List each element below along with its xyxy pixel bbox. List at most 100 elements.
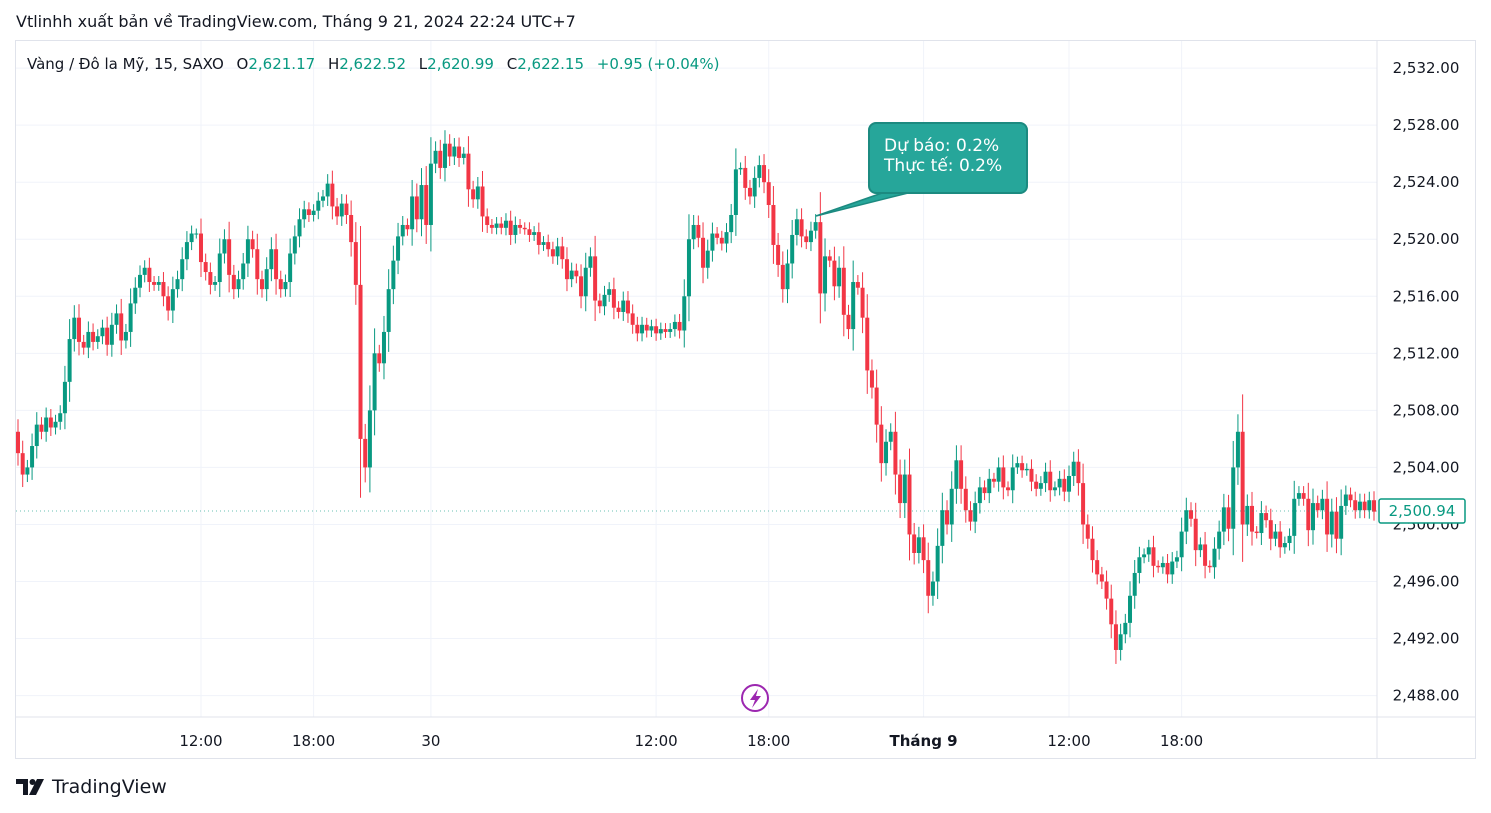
candle bbox=[1334, 511, 1339, 539]
candle bbox=[719, 237, 724, 244]
candle bbox=[790, 234, 795, 264]
candle bbox=[485, 216, 490, 225]
candle bbox=[1038, 483, 1043, 489]
candle bbox=[16, 431, 20, 454]
candle bbox=[1034, 481, 1039, 489]
footer-logo[interactable]: TradingView bbox=[16, 776, 167, 798]
candle bbox=[367, 410, 372, 468]
candle bbox=[686, 239, 691, 297]
candle bbox=[1085, 524, 1090, 539]
forecast-line: Dự báo: 0.2% bbox=[884, 136, 1000, 156]
candle bbox=[250, 239, 255, 250]
candle bbox=[386, 289, 391, 332]
candle bbox=[339, 203, 344, 217]
candle bbox=[1142, 554, 1147, 558]
candle bbox=[1306, 498, 1311, 531]
candle bbox=[550, 249, 555, 257]
time-axis: 12:00 18:00 30 12:00 18:00 Tháng 9 12:00 18:00 bbox=[179, 732, 1203, 750]
change-value: +0.95 (+0.04%) bbox=[596, 55, 720, 73]
candle bbox=[1170, 561, 1175, 575]
candle bbox=[640, 324, 645, 334]
candle bbox=[1029, 468, 1034, 482]
candle bbox=[119, 313, 124, 341]
close-label: C bbox=[506, 55, 518, 73]
candle bbox=[536, 232, 541, 245]
candle bbox=[466, 153, 471, 190]
candle bbox=[1320, 498, 1325, 511]
candle bbox=[991, 478, 996, 482]
candle bbox=[311, 210, 316, 215]
candle bbox=[977, 487, 982, 504]
time-tick-label: 18:00 bbox=[1160, 732, 1203, 750]
candle bbox=[799, 219, 804, 237]
candle bbox=[1137, 557, 1142, 573]
candle bbox=[1095, 560, 1100, 575]
time-tick-label: 18:00 bbox=[747, 732, 790, 750]
candle bbox=[1250, 505, 1255, 532]
candle bbox=[1264, 513, 1269, 521]
candle bbox=[907, 474, 912, 535]
candle bbox=[724, 232, 729, 244]
annotation-pointer-shape bbox=[815, 191, 913, 217]
candle bbox=[241, 263, 246, 280]
candle bbox=[1259, 513, 1264, 534]
candle bbox=[457, 146, 462, 158]
candle bbox=[677, 321, 682, 331]
candle bbox=[1067, 475, 1072, 492]
candle bbox=[1226, 507, 1231, 529]
candle bbox=[945, 510, 950, 525]
candle bbox=[611, 289, 616, 308]
candle bbox=[1189, 510, 1194, 519]
candles bbox=[16, 130, 1376, 664]
candle bbox=[1151, 547, 1156, 566]
symbol-label[interactable]: Vàng / Đô la Mỹ, 15, SAXO bbox=[27, 55, 224, 73]
candle bbox=[264, 269, 269, 290]
candle bbox=[372, 353, 377, 411]
candle bbox=[1118, 634, 1123, 650]
candle bbox=[1296, 493, 1301, 499]
candle bbox=[635, 324, 640, 334]
candle bbox=[1076, 461, 1081, 484]
candle bbox=[564, 259, 569, 280]
last-price-label: 2,500.94 bbox=[1389, 502, 1456, 520]
candle bbox=[259, 279, 264, 290]
candle bbox=[987, 478, 992, 494]
candle bbox=[86, 331, 91, 348]
candle bbox=[1217, 531, 1222, 549]
candle bbox=[335, 206, 340, 217]
candle bbox=[715, 233, 720, 238]
candle bbox=[278, 279, 283, 290]
candle bbox=[555, 246, 560, 257]
candle bbox=[729, 214, 734, 233]
candle bbox=[780, 264, 785, 290]
candle bbox=[616, 307, 621, 312]
candle bbox=[222, 239, 227, 254]
candle bbox=[804, 236, 809, 243]
candle bbox=[879, 424, 884, 464]
candle bbox=[292, 236, 297, 254]
candle bbox=[152, 282, 157, 285]
candle bbox=[560, 246, 565, 260]
open-label: O bbox=[236, 55, 249, 73]
candle bbox=[353, 242, 358, 285]
candle bbox=[189, 233, 194, 243]
candle bbox=[579, 276, 584, 297]
last-price-badge bbox=[1378, 498, 1466, 524]
candle bbox=[1184, 510, 1189, 532]
candle bbox=[1062, 478, 1067, 492]
forecast-annotation[interactable]: Dự báo: 0.2% Thực tế: 0.2% bbox=[868, 122, 1028, 194]
candle bbox=[123, 331, 128, 341]
candle bbox=[846, 314, 851, 330]
candle bbox=[1221, 507, 1226, 532]
candle bbox=[499, 223, 504, 228]
candle bbox=[743, 167, 748, 188]
candle bbox=[1081, 483, 1086, 525]
candle bbox=[963, 488, 968, 511]
candle bbox=[433, 150, 438, 164]
candle bbox=[58, 413, 63, 422]
candle bbox=[1203, 544, 1208, 566]
candle bbox=[1024, 468, 1029, 471]
candle bbox=[39, 424, 44, 432]
candle bbox=[1160, 562, 1165, 568]
